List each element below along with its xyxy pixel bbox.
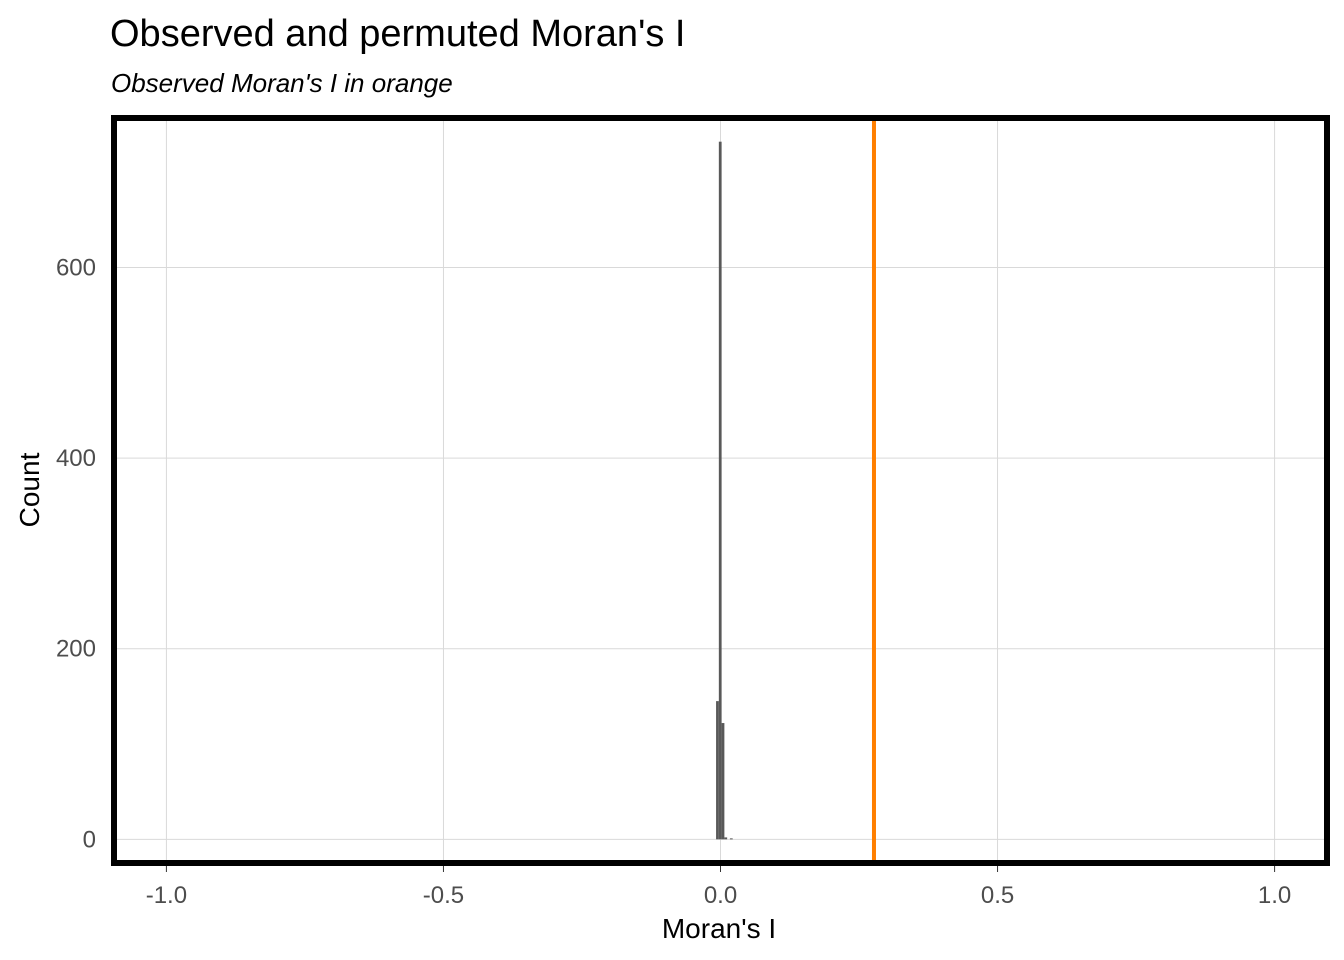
histogram-bar bbox=[729, 838, 733, 840]
x-tick-label: -0.5 bbox=[423, 882, 464, 909]
x-axis-ticks: -1.0 -0.5 0.0 0.5 1.0 bbox=[146, 866, 1291, 909]
x-tick-label: 0.0 bbox=[704, 882, 737, 909]
y-tick-label: 200 bbox=[56, 636, 96, 663]
histogram-bar bbox=[718, 141, 722, 840]
histogram-bar bbox=[721, 723, 725, 840]
y-tick-label: 0 bbox=[83, 826, 96, 853]
histogram-bars bbox=[716, 141, 733, 840]
histogram-bar bbox=[716, 701, 719, 840]
x-tick-label: -1.0 bbox=[146, 882, 187, 909]
chart-subtitle: Observed Moran's I in orange bbox=[111, 68, 453, 98]
histogram-bar bbox=[724, 837, 728, 840]
chart-title: Observed and permuted Moran's I bbox=[110, 13, 685, 55]
y-tick-label: 600 bbox=[56, 254, 96, 281]
panel-border bbox=[111, 115, 1330, 866]
y-axis-title: Count bbox=[14, 452, 45, 527]
x-tick-label: 0.5 bbox=[981, 882, 1014, 909]
y-axis-ticks: 0 200 400 600 bbox=[56, 254, 96, 853]
x-tick-label: 1.0 bbox=[1258, 882, 1291, 909]
x-axis-title: Moran's I bbox=[662, 913, 776, 944]
y-tick-label: 400 bbox=[56, 445, 96, 472]
